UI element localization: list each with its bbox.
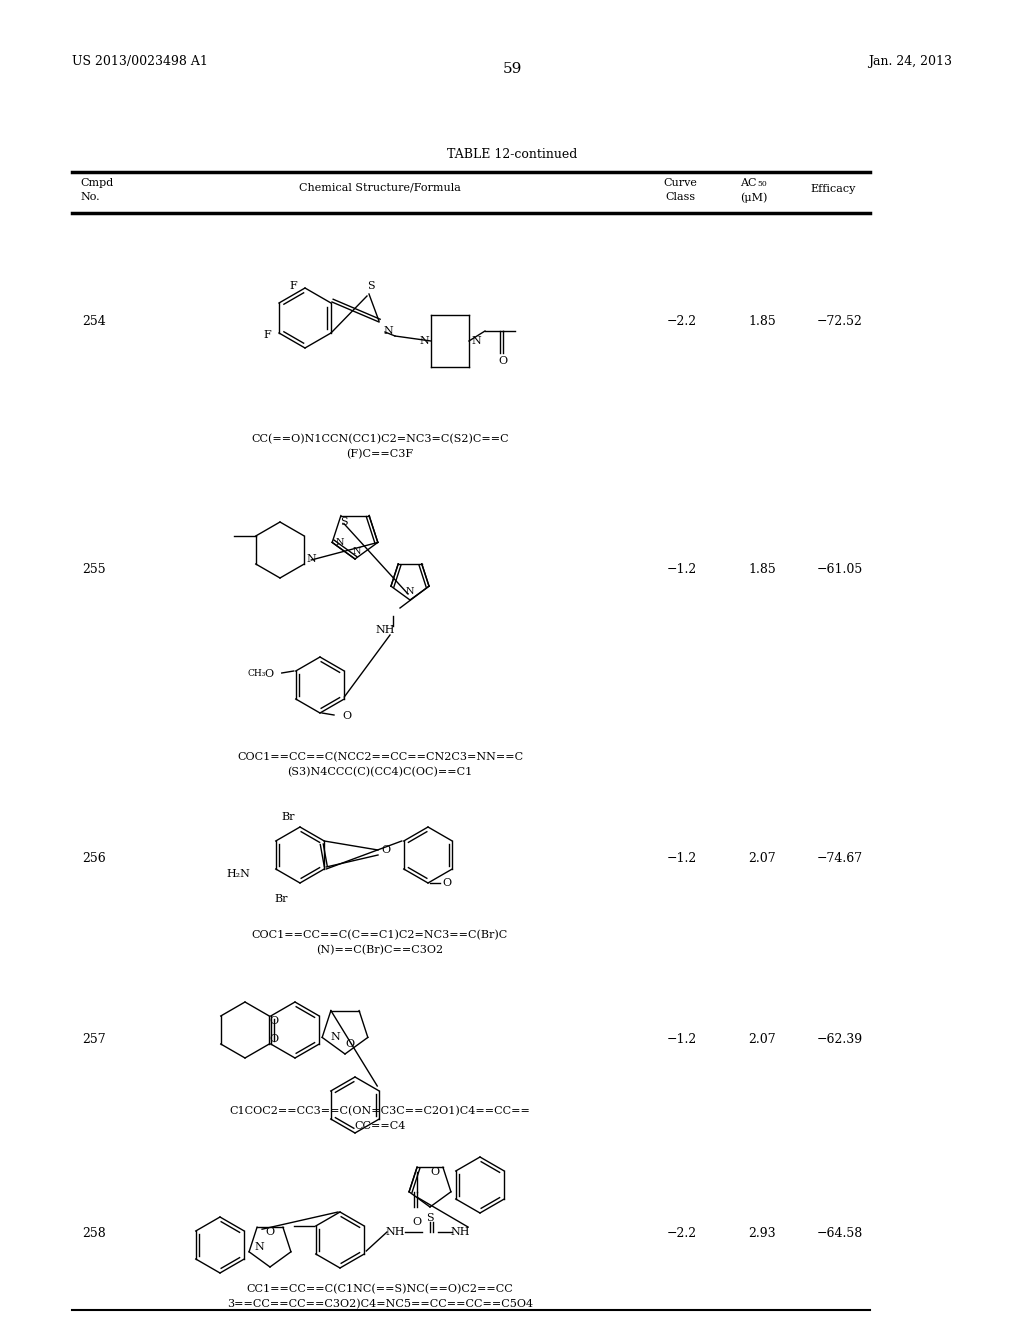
- Text: 2.07: 2.07: [749, 851, 776, 865]
- Text: NH: NH: [451, 1228, 470, 1237]
- Text: N: N: [306, 554, 316, 564]
- Text: 2.07: 2.07: [749, 1034, 776, 1045]
- Text: COC1==CC==C(NCC2==CC==CN2C3=NN==C: COC1==CC==C(NCC2==CC==CN2C3=NN==C: [237, 752, 523, 763]
- Text: −74.67: −74.67: [817, 851, 863, 865]
- Text: Br: Br: [282, 812, 295, 822]
- Text: 50: 50: [757, 180, 767, 187]
- Text: C1COC2==CC3==C(ON=C3C==C2O1)C4==CC==: C1COC2==CC3==C(ON=C3C==C2O1)C4==CC==: [229, 1106, 530, 1117]
- Text: O: O: [345, 1039, 354, 1049]
- Text: CC==C4: CC==C4: [354, 1121, 406, 1131]
- Text: O: O: [442, 878, 452, 888]
- Text: −2.2: −2.2: [667, 315, 697, 327]
- Text: CC(==O)N1CCN(CC1)C2=NC3=C(S2)C==C: CC(==O)N1CCN(CC1)C2=NC3=C(S2)C==C: [251, 434, 509, 445]
- Text: TABLE 12-continued: TABLE 12-continued: [446, 148, 578, 161]
- Text: O: O: [430, 1167, 439, 1177]
- Text: −62.39: −62.39: [817, 1034, 863, 1045]
- Text: F: F: [263, 330, 271, 341]
- Text: N: N: [419, 337, 429, 346]
- Text: N: N: [406, 587, 415, 597]
- Text: No.: No.: [80, 191, 99, 202]
- Text: 258: 258: [82, 1228, 105, 1239]
- Text: 255: 255: [82, 564, 105, 576]
- Text: NH: NH: [375, 624, 394, 635]
- Text: (F)C==C3F: (F)C==C3F: [346, 449, 414, 459]
- Text: O: O: [264, 669, 273, 678]
- Text: S: S: [368, 281, 375, 290]
- Text: 3==CC==CC==C3O2)C4=NC5==CC==CC==C5O4: 3==CC==CC==C3O2)C4=NC5==CC==CC==C5O4: [227, 1299, 534, 1309]
- Text: H₂N: H₂N: [227, 869, 251, 879]
- Text: 59: 59: [503, 62, 521, 77]
- Text: AC: AC: [740, 178, 757, 187]
- Text: 256: 256: [82, 851, 105, 865]
- Text: Br: Br: [274, 894, 288, 904]
- Text: CC1==CC==C(C1NC(==S)NC(==O)C2==CC: CC1==CC==C(C1NC(==S)NC(==O)C2==CC: [247, 1284, 513, 1295]
- Text: F: F: [289, 281, 297, 290]
- Text: CH₃: CH₃: [248, 669, 266, 678]
- Text: 254: 254: [82, 315, 105, 327]
- Text: Cmpd: Cmpd: [80, 178, 114, 187]
- Text: Jan. 24, 2013: Jan. 24, 2013: [868, 55, 952, 69]
- Text: (N)==C(Br)C==C3O2: (N)==C(Br)C==C3O2: [316, 945, 443, 956]
- Text: 2.93: 2.93: [749, 1228, 776, 1239]
- Text: −2.2: −2.2: [667, 1228, 697, 1239]
- Text: −1.2: −1.2: [667, 564, 697, 576]
- Text: US 2013/0023498 A1: US 2013/0023498 A1: [72, 55, 208, 69]
- Text: −1.2: −1.2: [667, 851, 697, 865]
- Text: N: N: [471, 337, 480, 346]
- Text: Efficacy: Efficacy: [810, 183, 855, 194]
- Text: −61.05: −61.05: [817, 564, 863, 576]
- Text: Class: Class: [665, 191, 695, 202]
- Text: (S3)N4CCC(C)(CC4)C(OC)==C1: (S3)N4CCC(C)(CC4)C(OC)==C1: [288, 767, 473, 777]
- Text: N: N: [383, 326, 393, 337]
- Text: −64.58: −64.58: [817, 1228, 863, 1239]
- Text: O: O: [269, 1016, 279, 1026]
- Text: 257: 257: [82, 1034, 105, 1045]
- Text: 1.85: 1.85: [749, 315, 776, 327]
- Text: N: N: [330, 1032, 340, 1043]
- Text: −1.2: −1.2: [667, 1034, 697, 1045]
- Text: 1.85: 1.85: [749, 564, 776, 576]
- Text: NH: NH: [385, 1228, 404, 1237]
- Text: O: O: [413, 1217, 422, 1228]
- Text: S: S: [340, 516, 348, 527]
- Text: Curve: Curve: [664, 178, 697, 187]
- Text: Chemical Structure/Formula: Chemical Structure/Formula: [299, 182, 461, 191]
- Text: S: S: [426, 1213, 434, 1224]
- Text: N: N: [336, 539, 344, 546]
- Text: N: N: [254, 1242, 264, 1251]
- Text: N: N: [352, 546, 361, 556]
- Text: O: O: [381, 845, 390, 855]
- Text: O: O: [265, 1228, 274, 1237]
- Text: O: O: [269, 1034, 279, 1044]
- Text: O: O: [342, 711, 351, 721]
- Text: O: O: [499, 356, 508, 366]
- Text: −72.52: −72.52: [817, 315, 863, 327]
- Text: COC1==CC==C(C==C1)C2=NC3==C(Br)C: COC1==CC==C(C==C1)C2=NC3==C(Br)C: [252, 931, 508, 940]
- Text: (μM): (μM): [740, 191, 767, 202]
